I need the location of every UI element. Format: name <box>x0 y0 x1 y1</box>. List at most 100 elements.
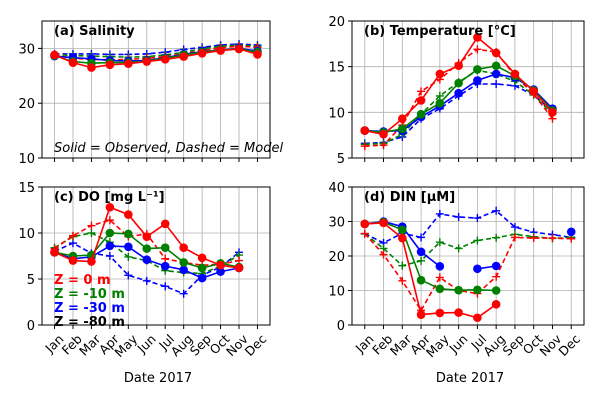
observed-point-0m <box>68 256 78 265</box>
x-tick-label: Dec <box>242 331 270 359</box>
x-tick-label: Jun <box>134 331 159 356</box>
axes-frame <box>41 186 271 326</box>
observed-point-0m <box>435 69 445 79</box>
panel-title: (c) DO [mg L⁻¹] <box>54 190 165 205</box>
observed-point-10m <box>473 285 482 295</box>
panel-title: (d) DIN [μM] <box>364 190 455 205</box>
observed-point-0m <box>435 308 445 318</box>
observed-point-0m <box>360 126 370 135</box>
panel-2: 5 10 15 20 (b) Temperature [°C] <box>328 15 585 167</box>
x-tick-label: Jun <box>445 331 470 356</box>
model-point-10m <box>473 236 482 245</box>
observed-point-30m <box>179 265 188 275</box>
observed-point-30m <box>105 241 115 251</box>
observed-point-0m <box>398 233 407 243</box>
observed-point-10m <box>160 243 170 253</box>
observed-point-0m <box>253 50 262 59</box>
model-point-10m <box>417 256 426 265</box>
observed-point-0m <box>379 218 388 228</box>
x-axis-label: Date 2017 <box>436 371 504 386</box>
panel-1: 10 20 30 (a) Salinity <box>18 20 271 167</box>
observed-point-0m <box>50 50 59 60</box>
model-point-30m <box>417 233 426 242</box>
model-point-10m <box>435 238 444 247</box>
x-tick-label: Dec <box>555 331 583 359</box>
model-point-0m <box>417 87 426 96</box>
model-point-0m <box>510 233 519 242</box>
depth-label: Z = -30 m <box>54 301 125 316</box>
observed-point-0m <box>416 310 426 319</box>
observed-point-0m <box>416 96 426 105</box>
model-point-30m <box>510 223 519 232</box>
observed-point-10m <box>398 225 407 235</box>
model-point-10m <box>492 233 501 242</box>
y-tick-label: 20 <box>328 250 345 265</box>
observed-point-0m <box>142 57 152 66</box>
model-point-0m <box>492 272 501 281</box>
observed-point-0m <box>179 243 188 253</box>
observed-point-0m <box>50 248 59 257</box>
model-point-0m <box>360 142 369 151</box>
observed-point-0m <box>197 253 207 263</box>
observed-point-0m <box>234 44 244 54</box>
model-point-30m <box>454 213 463 222</box>
x-axis-label: Date 2017 <box>124 371 192 386</box>
observed-point-0m <box>454 308 463 317</box>
observed-point-10m <box>197 263 207 273</box>
observed-point-30m <box>416 247 426 257</box>
observed-point-0m <box>510 69 520 79</box>
observed-point-0m <box>473 313 482 323</box>
observed-point-10m <box>398 124 407 134</box>
model-point-10m <box>454 244 463 253</box>
observed-point-30m <box>491 261 501 271</box>
model-point-30m <box>142 276 151 285</box>
observed-point-10m <box>179 258 188 267</box>
panel-title: (a) Salinity <box>54 24 135 39</box>
model-point-0m <box>435 273 444 282</box>
observed-point-0m <box>398 114 407 124</box>
model-point-0m <box>87 221 96 230</box>
observed-point-30m <box>491 69 501 79</box>
depth-label: Z = 0 m <box>54 273 111 288</box>
model-point-0m <box>398 276 407 285</box>
observed-point-0m <box>473 33 482 42</box>
observed-point-0m <box>124 59 133 69</box>
y-tick-label: 40 <box>328 181 345 196</box>
y-tick-label: 0 <box>337 319 345 334</box>
observed-point-0m <box>105 202 115 212</box>
observed-point-0m <box>197 49 207 58</box>
model-point-0m <box>548 234 557 243</box>
model-point-0m <box>529 234 538 243</box>
model-point-30m <box>492 80 501 89</box>
model-point-0m <box>473 45 482 54</box>
model-point-0m <box>161 254 170 263</box>
axes-frame <box>351 20 585 159</box>
y-tick-label: 10 <box>18 227 35 242</box>
observed-point-0m <box>68 58 78 67</box>
y-tick-label: 20 <box>18 97 35 112</box>
model-point-30m <box>492 206 501 215</box>
axes-frame <box>41 20 271 159</box>
model-point-0m <box>379 250 388 259</box>
y-tick-label: 30 <box>18 42 35 57</box>
observed-point-10m <box>491 61 501 71</box>
observed-point-30m <box>454 88 463 98</box>
observed-point-30m <box>216 267 225 276</box>
model-line-10m <box>54 44 258 59</box>
observed-point-0m <box>529 87 538 96</box>
model-line-10m <box>54 232 240 275</box>
model-point-0m <box>105 216 114 225</box>
observed-point-0m <box>160 219 170 229</box>
model-point-10m <box>398 261 407 270</box>
model-point-30m <box>179 289 188 298</box>
observed-point-0m <box>87 63 96 72</box>
observed-point-0m <box>160 55 170 64</box>
observed-point-0m <box>124 210 133 219</box>
observed-point-10m <box>454 285 463 295</box>
observed-point-0m <box>491 48 501 58</box>
observed-point-0m <box>105 60 115 70</box>
model-point-0m <box>360 229 369 238</box>
